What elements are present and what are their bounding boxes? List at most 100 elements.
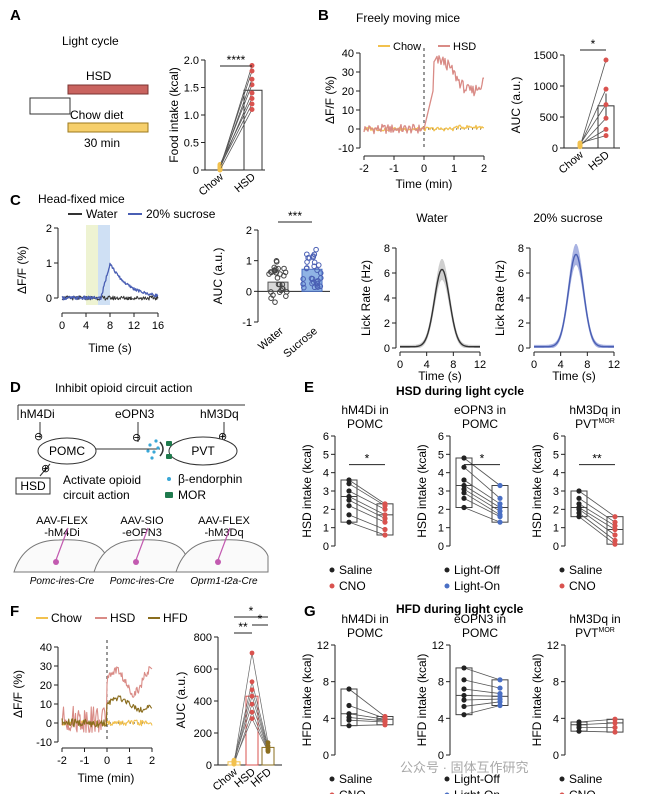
trace-water [61, 295, 159, 301]
data-point [249, 716, 255, 721]
superscript: MOR [599, 627, 615, 634]
y-tick-label: 4 [323, 713, 329, 725]
mouse-line-label: Oprm1-t2a-Cre [190, 576, 258, 587]
y-tick-label: -10 [36, 737, 52, 749]
sig-label: * [258, 612, 263, 626]
y-tick-label: 800 [194, 632, 212, 644]
y-tick-label: 6 [384, 268, 390, 280]
terminal [159, 441, 164, 457]
data-point-sucrose [311, 284, 318, 291]
y-tick-label: 0 [553, 750, 559, 762]
y-tick-label: 6 [518, 268, 524, 280]
paired-line [579, 135, 607, 144]
legend-label: Light-Off [454, 563, 500, 577]
y-tick-label: 2 [246, 225, 252, 237]
paired-line [348, 514, 386, 530]
panel-d-subtitle: Inhibit opioid circuit action [55, 381, 192, 395]
data-point [249, 693, 255, 699]
y-tick-label: 0 [552, 143, 558, 155]
data-point-treatment [612, 523, 618, 529]
data-point-control [461, 482, 467, 489]
paired-line [463, 457, 501, 486]
y-tick-label: 200 [194, 728, 212, 740]
panel-c-subtitle: Head-fixed mice [38, 192, 125, 206]
brain-outline [93, 539, 187, 573]
panel-letter-g: G [304, 603, 316, 620]
y-axis-label: HSD intake (kcal) [300, 444, 314, 537]
data-point [249, 701, 255, 707]
data-point-treatment [497, 508, 503, 514]
paired-line [348, 717, 386, 722]
data-point-control [461, 692, 467, 699]
paired-line [579, 104, 607, 145]
y-tick-label: 12 [432, 640, 444, 652]
data-point-control [346, 519, 352, 525]
data-point-hsd [603, 133, 609, 139]
data-point-treatment [612, 716, 618, 722]
chow-bar [67, 122, 149, 133]
y-tick-label: 0 [384, 343, 390, 355]
chart-title: eOPN3 in [454, 403, 506, 417]
chart-title: PVTMOR [575, 417, 615, 431]
paired-line [578, 718, 616, 723]
paired-line [233, 704, 253, 762]
panel-d: D Inhibit opioid circuit action hM4Di eOP… [10, 379, 269, 587]
data-point-control [461, 504, 467, 511]
data-point-treatment [497, 685, 503, 691]
data-point-water [276, 281, 283, 288]
x-category-label: Chow [197, 171, 226, 198]
panel-letter-e: E [304, 379, 314, 396]
data-point [249, 687, 255, 693]
data-point-hsd [603, 102, 609, 108]
virus-label: -hM4Di [44, 527, 79, 539]
legend-label-chow: Chow [393, 41, 421, 53]
paired-line [463, 698, 501, 701]
y-tick-label: 2.0 [184, 55, 199, 67]
y-axis-label: HSD intake (kcal) [530, 444, 544, 537]
data-point-sucrose [310, 254, 317, 260]
data-point-hsd [249, 68, 255, 74]
y-tick-label: 4 [438, 468, 444, 480]
sig-label: ** [592, 452, 602, 466]
data-point-control [346, 686, 352, 692]
data-point-hsd [603, 57, 609, 63]
data-point-treatment [382, 519, 388, 525]
data-point-control [461, 455, 467, 461]
legend-swatch [559, 567, 565, 573]
hsd-box [15, 477, 51, 495]
beta-endorphin-dot [152, 450, 156, 454]
y-axis-label: AUC (a.u.) [174, 672, 188, 729]
panel-e: E HSD during light cycle hM4Di inPOMC012… [300, 379, 624, 593]
y-tick-label: 5 [323, 449, 329, 461]
y-tick-label: 0 [46, 718, 52, 730]
y-tick-label: 2 [438, 504, 444, 516]
y-tick-label: 6 [553, 431, 559, 443]
data-point-control [346, 497, 352, 503]
x-tick-label: 12 [128, 320, 140, 332]
x-tick-label: 0 [59, 320, 65, 332]
data-point-control [346, 702, 352, 709]
data-point-control [346, 481, 352, 487]
y-tick-label: 600 [194, 664, 212, 676]
data-point-control [346, 711, 352, 717]
y-axis-label: AUC (a.u.) [211, 248, 225, 305]
y-tick-label: 6 [438, 431, 444, 443]
data-point-sucrose [308, 275, 315, 282]
chart-title: hM3Dq in [569, 403, 620, 417]
data-point-sucrose [304, 251, 310, 258]
paired-line [579, 88, 607, 146]
x-category-label: HSD [586, 149, 612, 173]
y-tick-label: 3 [323, 486, 329, 498]
data-point-sucrose [314, 267, 320, 273]
beta-endorphin-dot [150, 456, 154, 460]
x-axis-label: Time (min) [78, 771, 135, 785]
x-tick-label: 0 [104, 755, 110, 767]
data-point-hsd [249, 107, 255, 112]
x-tick-label: 0 [397, 359, 403, 371]
